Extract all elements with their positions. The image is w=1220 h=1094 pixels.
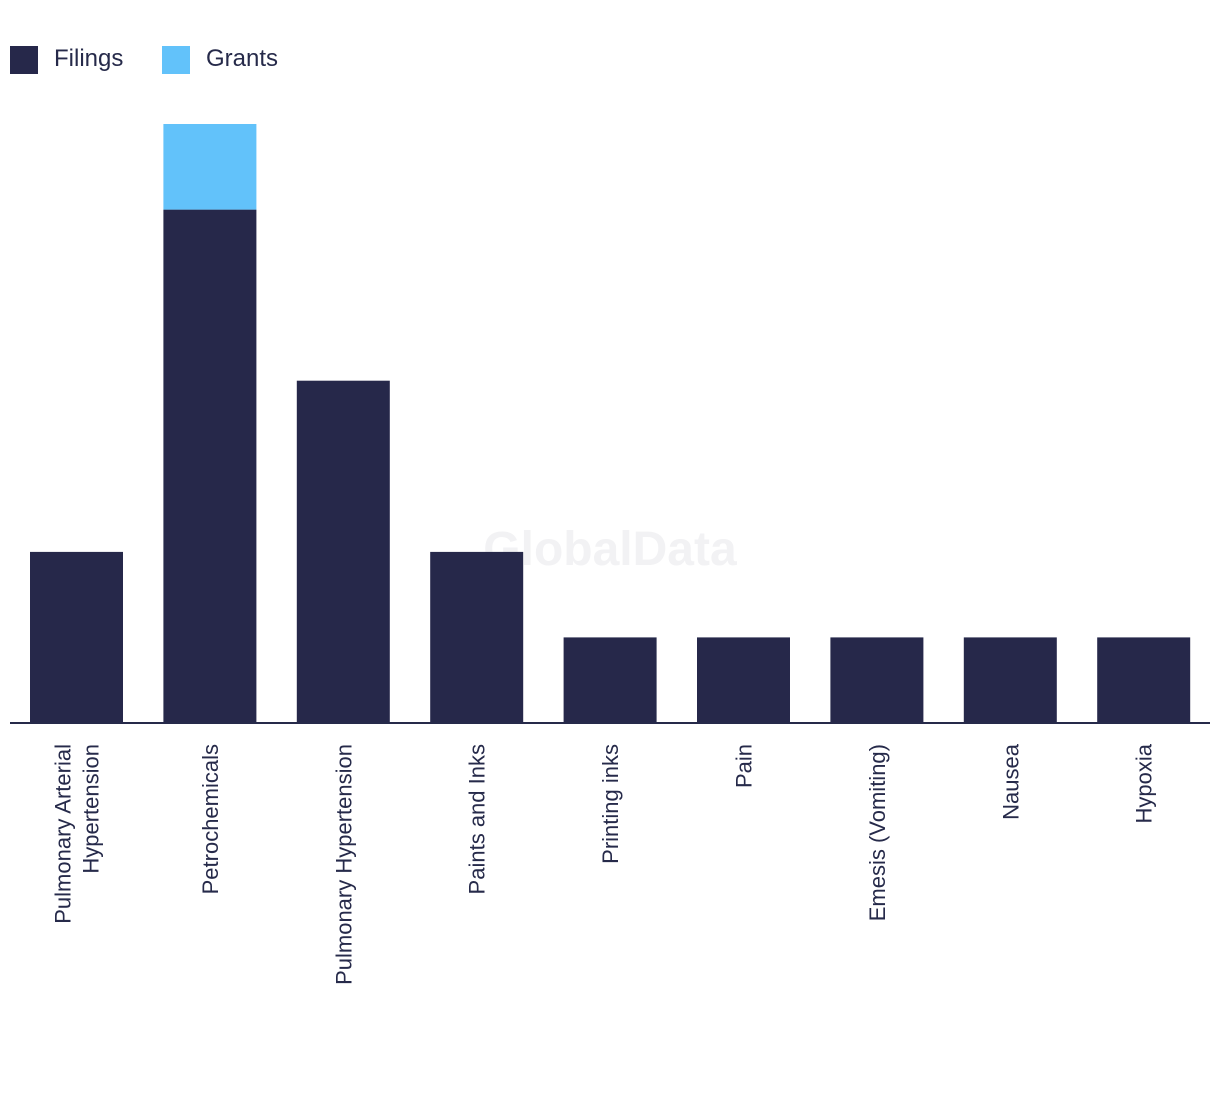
- x-tick-label-group-0: Pulmonary Arterial Hypertension: [51, 744, 104, 924]
- bar-filings-6: [830, 637, 924, 723]
- legend-label-filings: Filings: [54, 45, 123, 72]
- bar-filings-1: [163, 209, 257, 724]
- x-tick-label-group-7: Nausea: [998, 743, 1023, 820]
- x-tick-label: Pulmonary Hypertension: [331, 744, 356, 985]
- x-tick-label-group-4: Printing inks: [598, 744, 623, 864]
- x-tick-label-group-5: Pain: [732, 744, 757, 788]
- legend-swatch-filings: [10, 46, 38, 74]
- x-tick-label: Petrochemicals: [198, 744, 223, 894]
- bar-filings-0: [30, 551, 123, 723]
- bar-filings-7: [963, 637, 1057, 723]
- bar-filings-5: [697, 637, 790, 723]
- x-tick-label: Paints and Inks: [465, 744, 490, 894]
- watermark: GlobalData: [483, 523, 737, 576]
- bars: [30, 124, 1191, 724]
- bar-filings-4: [563, 637, 657, 723]
- x-tick-label-group-8: Hypoxia: [1132, 743, 1157, 823]
- x-tick-label: Hypoxia: [1132, 743, 1157, 823]
- bar-filings-3: [430, 551, 524, 723]
- bar-filings-2: [296, 380, 390, 723]
- x-tick-label: Printing inks: [598, 744, 623, 864]
- legend-swatch-grants: [162, 46, 190, 74]
- x-tick-label: Pain: [732, 744, 757, 788]
- x-tick-label-group-3: Paints and Inks: [465, 744, 490, 894]
- x-tick-label: Hypertension: [79, 744, 104, 874]
- legend-label-grants: Grants: [206, 45, 278, 72]
- x-tick-label-group-2: Pulmonary Hypertension: [331, 744, 356, 985]
- legend: Filings Grants: [10, 45, 278, 74]
- x-tick-label: Emesis (Vomiting): [865, 744, 890, 921]
- bar-filings-8: [1097, 637, 1191, 723]
- x-tick-label-group-1: Petrochemicals: [198, 744, 223, 894]
- x-tick-labels: Pulmonary Arterial Hypertension Petrochemi…: [51, 743, 1157, 985]
- x-tick-label-group-6: Emesis (Vomiting): [865, 744, 890, 921]
- x-tick-label: Nausea: [998, 743, 1023, 820]
- x-tick-label: Pulmonary Arterial: [51, 744, 76, 924]
- bar-grants-1: [163, 124, 257, 210]
